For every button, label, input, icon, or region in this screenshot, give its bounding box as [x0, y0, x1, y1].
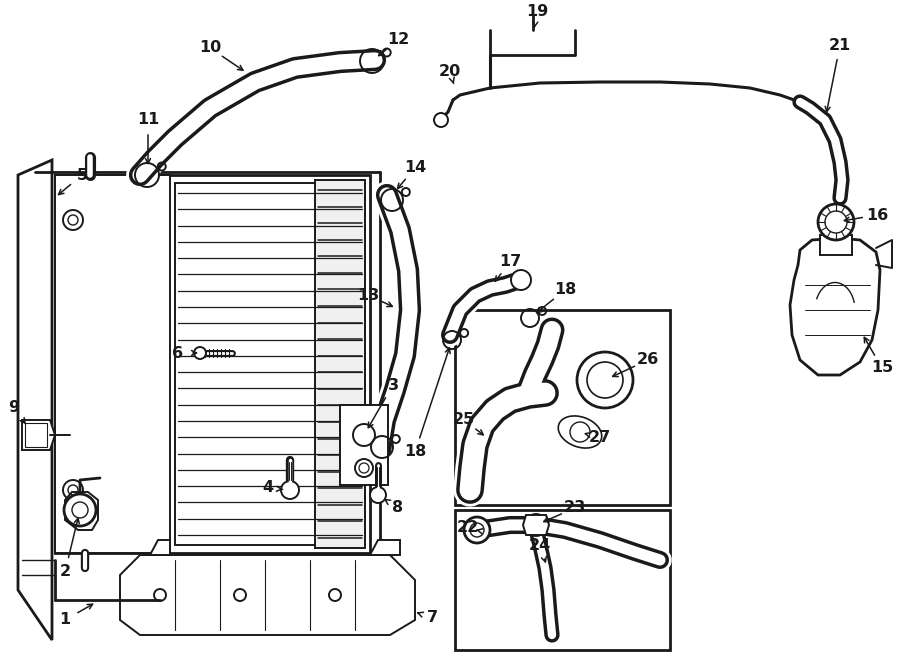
Text: 9: 9 [8, 401, 20, 416]
Text: 4: 4 [263, 481, 274, 496]
Circle shape [577, 352, 633, 408]
Circle shape [281, 481, 299, 499]
Text: 8: 8 [392, 500, 403, 516]
Text: 22: 22 [457, 520, 479, 535]
Text: 26: 26 [637, 352, 659, 368]
Polygon shape [65, 492, 98, 530]
Text: 6: 6 [173, 346, 184, 360]
Polygon shape [790, 238, 880, 375]
Circle shape [329, 589, 341, 601]
Text: 3: 3 [387, 377, 399, 393]
Text: 16: 16 [866, 208, 888, 223]
Text: 24: 24 [529, 537, 551, 553]
Bar [315, 180, 365, 548]
Bar [175, 183, 365, 545]
Circle shape [234, 589, 246, 601]
Circle shape [355, 459, 373, 477]
Text: 25: 25 [453, 412, 475, 428]
Text: 2: 2 [59, 564, 70, 580]
Text: 5: 5 [76, 167, 87, 182]
Circle shape [63, 480, 83, 500]
Text: 21: 21 [829, 38, 851, 52]
Text: 18: 18 [554, 282, 576, 297]
Text: 23: 23 [564, 500, 586, 516]
Text: 27: 27 [589, 430, 611, 446]
Text: 20: 20 [439, 65, 461, 79]
Polygon shape [18, 160, 52, 640]
Circle shape [434, 113, 448, 127]
Polygon shape [150, 540, 170, 555]
Circle shape [511, 270, 531, 290]
Circle shape [818, 204, 854, 240]
Bar [55, 175, 170, 553]
Text: 7: 7 [427, 611, 437, 625]
Text: 11: 11 [137, 112, 159, 128]
Bar [820, 235, 852, 255]
Bar [55, 175, 370, 553]
Text: 18: 18 [404, 444, 426, 459]
Polygon shape [120, 555, 415, 635]
Circle shape [525, 514, 547, 536]
Circle shape [570, 422, 590, 442]
Text: 13: 13 [357, 288, 379, 303]
Text: 1: 1 [59, 613, 70, 627]
Polygon shape [22, 420, 55, 450]
Polygon shape [523, 515, 549, 535]
Circle shape [154, 589, 166, 601]
Circle shape [194, 347, 206, 359]
Text: 10: 10 [199, 40, 221, 56]
Circle shape [464, 517, 490, 543]
Polygon shape [370, 540, 400, 555]
Bar [340, 405, 388, 485]
Text: 19: 19 [526, 5, 548, 20]
Text: 14: 14 [404, 161, 426, 176]
Bar [455, 310, 670, 505]
Text: 17: 17 [499, 254, 521, 270]
Text: 15: 15 [871, 360, 893, 375]
Bar [25, 423, 47, 447]
Bar [455, 510, 670, 650]
Circle shape [63, 210, 83, 230]
Text: 12: 12 [387, 32, 410, 48]
Circle shape [370, 487, 386, 503]
Circle shape [64, 494, 96, 526]
